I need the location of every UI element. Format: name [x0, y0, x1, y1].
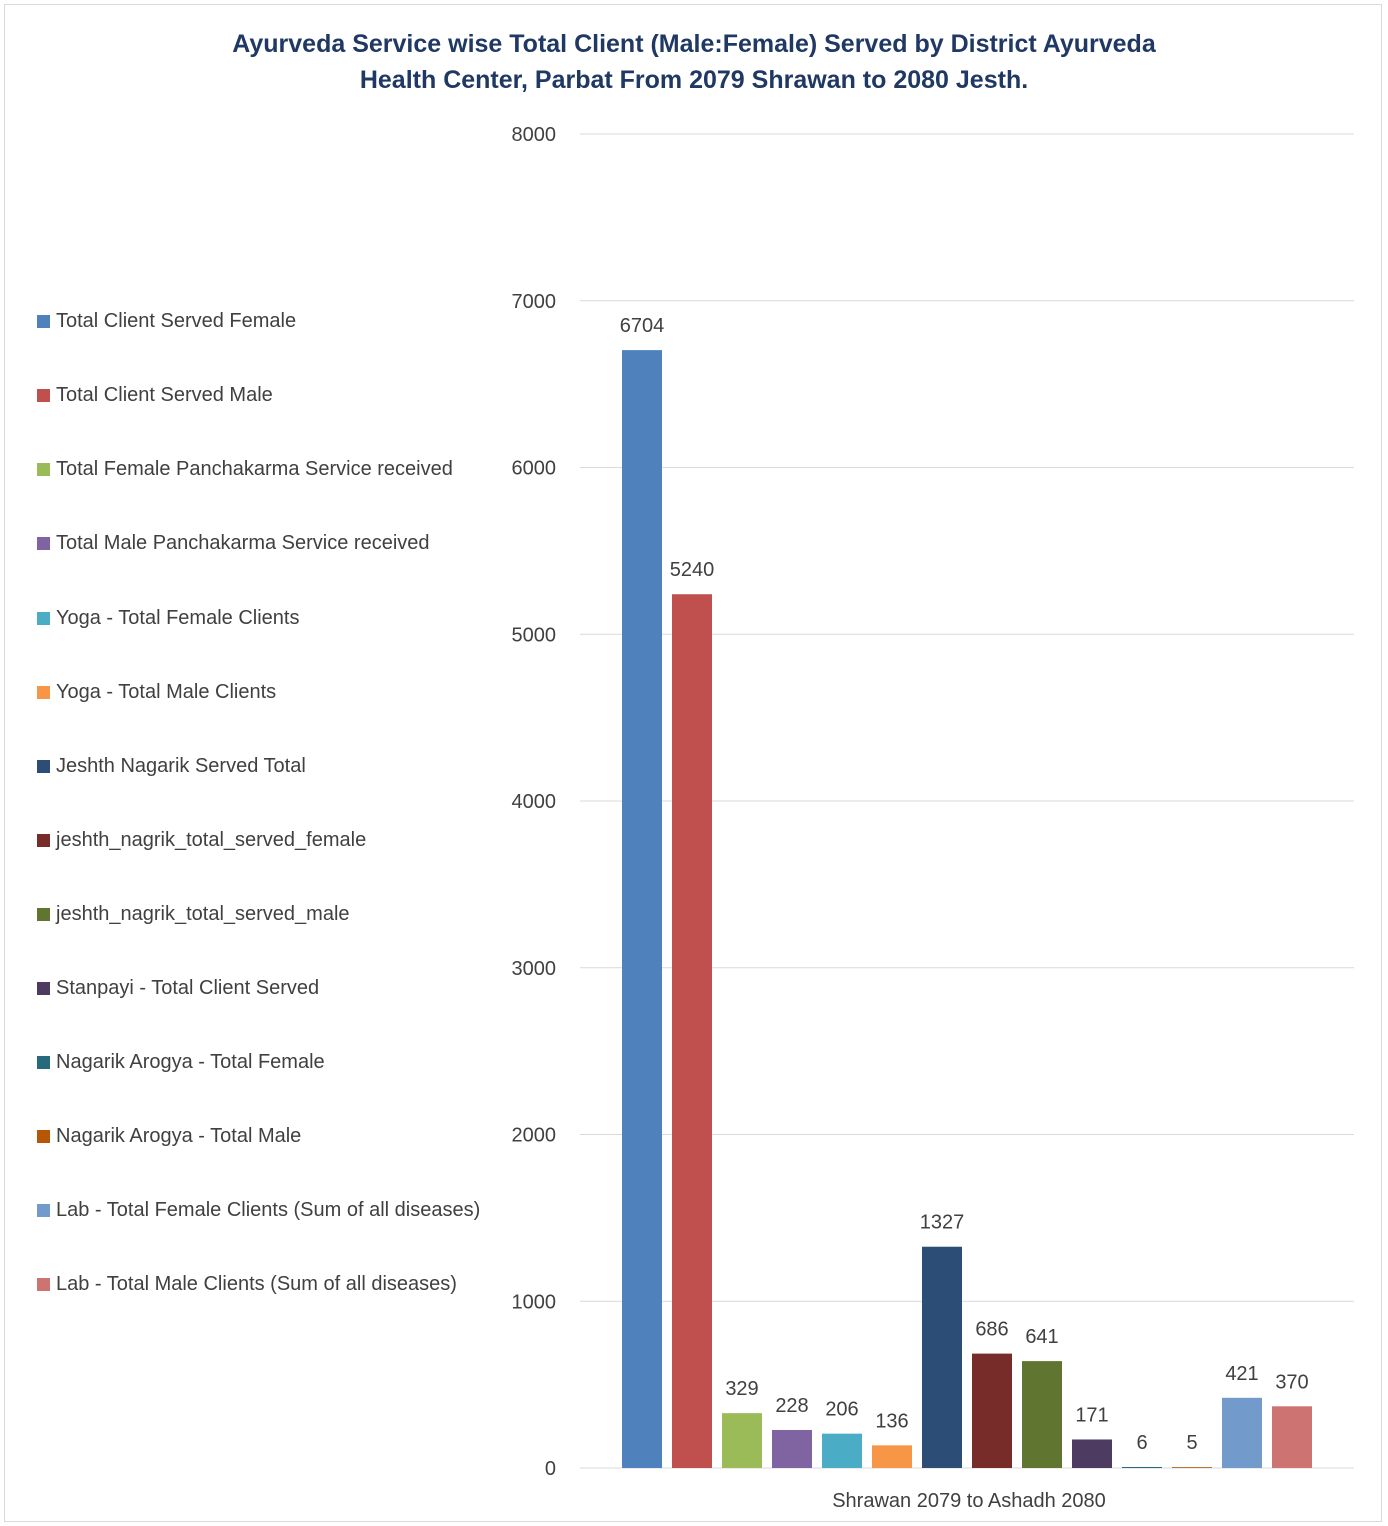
- legend-label: Total Client Served Female: [56, 310, 297, 332]
- legend-label: Total Male Panchakarma Service received: [56, 532, 430, 554]
- y-axis-tick-labels: 0 1000 2000 3000 4000 5000 6000 7000 8000: [512, 124, 557, 1480]
- data-label: 370: [1275, 1371, 1308, 1393]
- legend-label: jeshth_nagrik_total_served_female: [56, 829, 367, 851]
- legend-swatch: [37, 1130, 50, 1143]
- data-label: 329: [725, 1378, 758, 1400]
- legend-swatch: [37, 389, 50, 402]
- bar: [772, 1429, 812, 1468]
- y-tick-label: 7000: [512, 291, 557, 313]
- data-label: 228: [775, 1395, 808, 1417]
- legend-label: Nagarik Arogya - Total Male: [56, 1125, 302, 1147]
- legend-swatch: [37, 982, 50, 995]
- bar: [972, 1353, 1012, 1468]
- legend-swatch: [37, 315, 50, 328]
- legend-swatch: [37, 463, 50, 476]
- legend-label: Stanpayi - Total Client Served: [56, 977, 320, 999]
- bar: [672, 594, 712, 1468]
- legend-label: jeshth_nagrik_total_served_male: [56, 903, 350, 925]
- bar: [922, 1246, 962, 1468]
- legend-label: Total Female Panchakarma Service receive…: [56, 458, 453, 480]
- legend-swatch: [37, 908, 50, 921]
- legend-swatch: [37, 1204, 50, 1217]
- data-label: 136: [875, 1410, 908, 1432]
- bar: [1172, 1467, 1212, 1468]
- legend-label: Jeshth Nagarik Served Total: [56, 755, 306, 777]
- data-label: 6: [1136, 1432, 1147, 1454]
- chart-title: Ayurveda Service wise Total Client (Male…: [0, 26, 1388, 98]
- bar: [1022, 1361, 1062, 1468]
- bar: [822, 1433, 862, 1468]
- legend-swatch: [37, 612, 50, 625]
- bar: [622, 350, 662, 1468]
- legend-label: Yoga - Total Female Clients: [56, 607, 300, 629]
- y-tick-label: 1000: [512, 1291, 557, 1313]
- legend-label: Yoga - Total Male Clients: [56, 681, 277, 703]
- data-label: 206: [825, 1399, 858, 1421]
- y-tick-label: 8000: [512, 124, 557, 146]
- y-tick-label: 6000: [512, 458, 557, 480]
- data-labels: 6704 5240 329 228 206 136 1327 686 641 171 6 5 421 37…: [620, 315, 1309, 1454]
- legend-swatch: [37, 1278, 50, 1291]
- data-label: 5240: [670, 559, 715, 581]
- chart-title-line-1: Ayurveda Service wise Total Client (Male…: [232, 30, 1156, 58]
- data-label: 641: [1025, 1326, 1058, 1348]
- chart-title-line-2: Health Center, Parbat From 2079 Shrawan …: [359, 66, 1029, 94]
- bar: [722, 1413, 762, 1468]
- bar: [1072, 1439, 1112, 1468]
- y-tick-label: 4000: [512, 791, 557, 813]
- bar: [1272, 1406, 1312, 1468]
- legend-swatch: [37, 1056, 50, 1069]
- data-label: 1327: [920, 1212, 965, 1234]
- legend-label: Lab - Total Male Clients (Sum of all dis…: [56, 1273, 457, 1295]
- data-label: 171: [1075, 1404, 1108, 1426]
- legend-swatch: [37, 686, 50, 699]
- data-label: 6704: [620, 315, 665, 337]
- legend-label: Lab - Total Female Clients (Sum of all d…: [56, 1199, 481, 1221]
- legend-label: Nagarik Arogya - Total Female: [56, 1051, 325, 1073]
- bar: [1222, 1397, 1262, 1468]
- y-tick-label: 5000: [512, 624, 557, 646]
- bar: [1122, 1466, 1162, 1468]
- x-category-label: Shrawan 2079 to Ashadh 2080: [832, 1490, 1106, 1512]
- legend-swatch: [37, 537, 50, 550]
- bar: [872, 1445, 912, 1468]
- y-tick-label: 3000: [512, 958, 557, 980]
- data-label: 5: [1186, 1432, 1197, 1454]
- legend-swatch: [37, 760, 50, 773]
- y-tick-label: 2000: [512, 1125, 557, 1147]
- y-tick-label: 0: [545, 1458, 556, 1480]
- legend-label: Total Client Served Male: [56, 384, 273, 406]
- legend-swatch: [37, 834, 50, 847]
- data-label: 686: [975, 1319, 1008, 1341]
- bars: [622, 350, 1312, 1468]
- data-label: 421: [1225, 1363, 1258, 1385]
- x-axis-category-labels: Shrawan 2079 to Ashadh 2080: [832, 1490, 1106, 1512]
